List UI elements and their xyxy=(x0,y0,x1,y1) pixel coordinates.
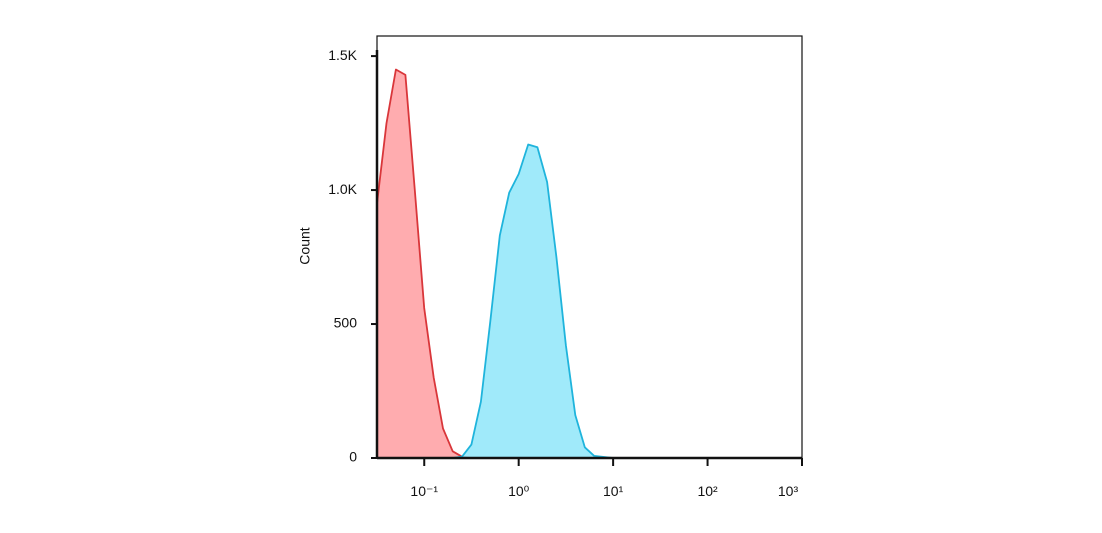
x-tick-label: 10¹ xyxy=(603,483,624,499)
y-axis-label: Count xyxy=(297,227,313,264)
histogram-line xyxy=(376,68,802,459)
y-tick-label: 1.5K xyxy=(328,47,357,63)
histogram-fill xyxy=(377,69,802,458)
x-tick-label: 10² xyxy=(697,483,718,499)
x-tick-label: 10⁻¹ xyxy=(410,483,438,499)
x-tick-label: 10⁰ xyxy=(508,483,530,499)
plot-frame xyxy=(376,35,803,459)
y-tick-label: 0 xyxy=(349,449,357,465)
histogram-line xyxy=(377,143,802,459)
x-tick-label: 10³ xyxy=(778,483,799,499)
histogram-fill xyxy=(377,144,802,458)
y-tick-label: 500 xyxy=(334,315,358,331)
y-tick-label: 1.0K xyxy=(328,181,357,197)
